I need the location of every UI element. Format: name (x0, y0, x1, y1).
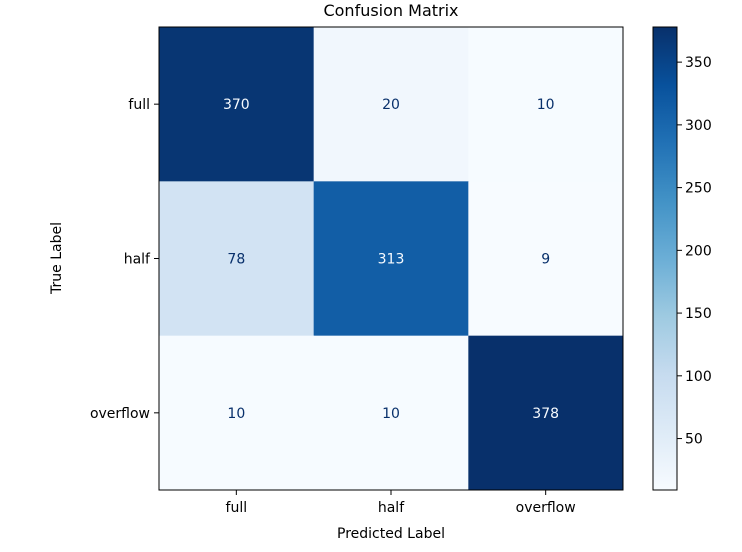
heatmap-cell (313, 335, 469, 491)
chart-title: Confusion Matrix (323, 1, 458, 20)
cell-value-label: 10 (537, 97, 555, 113)
colorbar-tick-label: 150 (685, 306, 712, 322)
cell-value-label: 313 (378, 252, 405, 268)
y-axis-label: True Label (49, 222, 65, 295)
heatmap-cell (468, 335, 624, 491)
cell-value-label: 78 (227, 252, 245, 268)
cell-value-label: 378 (532, 406, 559, 422)
colorbar-tick-label: 50 (685, 432, 703, 448)
colorbar-tick-label: 200 (685, 243, 712, 259)
heatmap-cell (313, 181, 469, 337)
heatmap-cell (159, 181, 315, 337)
cell-value-label: 20 (382, 97, 400, 113)
y-tick-label: overflow (90, 406, 150, 422)
colorbar-tick-label: 100 (685, 369, 712, 385)
cell-value-label: 10 (227, 406, 245, 422)
cell-value-label: 370 (223, 97, 250, 113)
heatmap-cell (159, 335, 315, 491)
x-axis-label: Predicted Label (337, 526, 445, 542)
heatmap-cell (313, 27, 469, 182)
colorbar-tick-label: 350 (685, 55, 712, 71)
heatmap-cell (468, 27, 624, 182)
cell-value-label: 9 (541, 252, 550, 268)
heatmap-cell (159, 27, 315, 182)
colorbar-tick-label: 300 (685, 118, 712, 134)
y-axis-ticks: full half overflow (90, 97, 159, 422)
colorbar-ticks: 50 100 150 200 250 300 350 (677, 55, 712, 448)
colorbar (652, 26, 678, 491)
x-axis-ticks: full half overflow (226, 490, 576, 516)
x-tick-label: overflow (516, 500, 576, 516)
heatmap-cell (468, 181, 624, 337)
x-tick-label: full (226, 500, 248, 516)
heatmap-cell-labels: 370 20 10 78 313 9 10 10 378 (223, 97, 559, 422)
colorbar-tick-label: 250 (685, 181, 712, 197)
y-tick-label: full (128, 97, 150, 113)
y-tick-label: half (124, 252, 151, 268)
heatmap-cells (159, 27, 624, 491)
cell-value-label: 10 (382, 406, 400, 422)
x-tick-label: half (378, 500, 405, 516)
